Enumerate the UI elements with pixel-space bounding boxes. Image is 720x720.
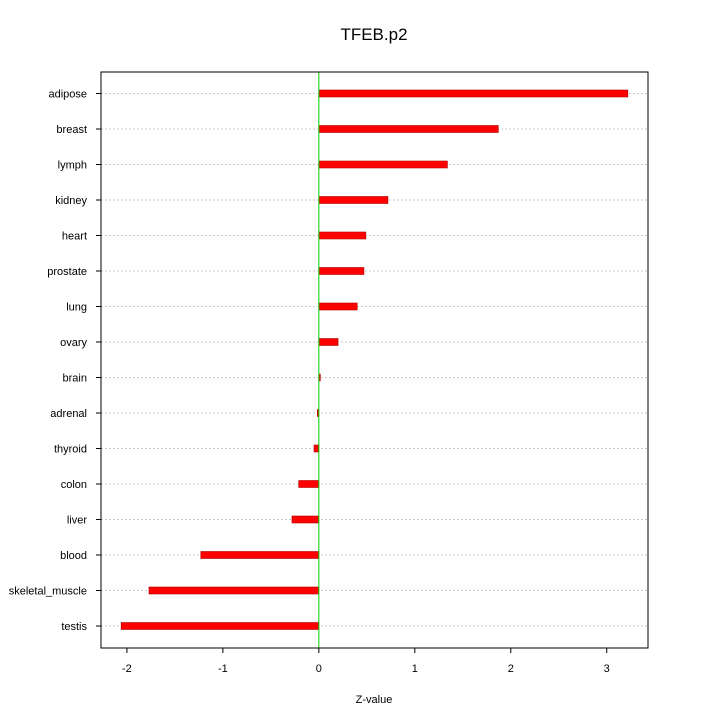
y-tick-label: heart (62, 231, 87, 243)
bar-colon (298, 480, 320, 488)
y-tick-label: adrenal (50, 408, 87, 420)
y-tick-label: blood (60, 550, 87, 562)
y-tick-label: testis (61, 621, 87, 633)
y-tick-label: colon (61, 479, 87, 491)
y-tick-label: lymph (58, 160, 87, 172)
gridlines (101, 93, 648, 627)
y-tick-label: ovary (60, 337, 87, 349)
x-tick-label: -2 (122, 663, 132, 675)
bar-ovary (318, 338, 339, 346)
y-tick-label: adipose (48, 89, 87, 101)
y-tick-label: brain (63, 373, 87, 385)
bar-blood (200, 551, 320, 559)
x-tick-label: 3 (604, 663, 610, 675)
bar-prostate (318, 267, 365, 275)
bar-lung (318, 302, 358, 311)
plot-frame (100, 71, 649, 649)
bar-breast (318, 125, 499, 133)
bar-kidney (318, 196, 389, 204)
x-tick-label: 2 (508, 663, 514, 675)
x-axis-label: Z-value (356, 694, 393, 706)
bar-thyroid (313, 444, 320, 453)
x-tick-label: 1 (412, 663, 418, 675)
y-tick-label: kidney (55, 195, 87, 207)
plot-frame-group (100, 71, 649, 649)
bar-heart (318, 231, 367, 240)
x-axis: -2 -1 0 1 2 3 (122, 648, 610, 675)
y-tick-label: prostate (47, 266, 87, 278)
y-tick-label: liver (67, 515, 88, 527)
bar-adipose (318, 89, 629, 98)
bar-testis (120, 622, 320, 630)
y-tick-label: skeletal_muscle (9, 586, 87, 598)
bar-lymph (318, 160, 448, 169)
bar-skeletal-muscle (148, 586, 320, 595)
y-tick-label: lung (66, 302, 87, 314)
y-axis-category-labels: adipose breast lymph kidney heart prostate lun… (9, 89, 101, 633)
bars (120, 89, 629, 630)
x-tick-label: 0 (316, 663, 322, 675)
y-tick-label: breast (56, 124, 87, 136)
x-tick-label: -1 (218, 663, 228, 675)
bar-liver (291, 515, 320, 524)
y-tick-label: thyroid (54, 444, 87, 456)
chart-title: TFEB.p2 (340, 25, 407, 44)
